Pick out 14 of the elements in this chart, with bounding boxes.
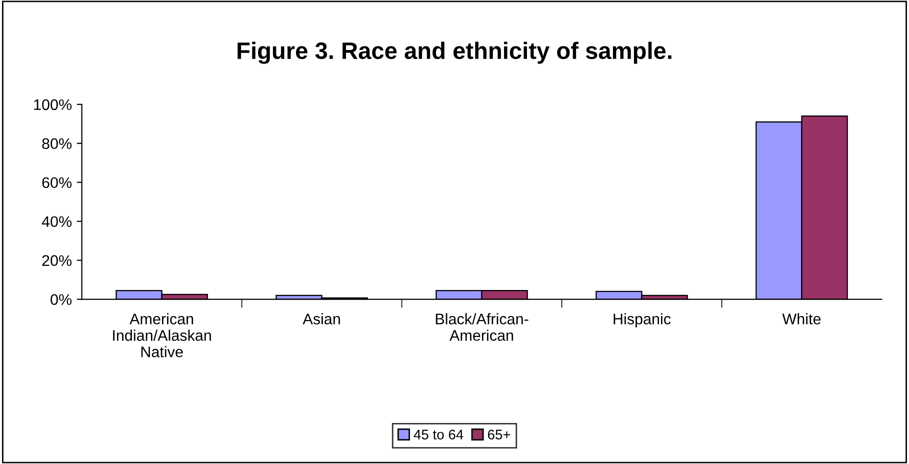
x-tick-label: Hispanic (614, 313, 671, 328)
x-tick-label: Black/African- American (436, 313, 528, 341)
y-tick-label: 80% (42, 138, 72, 150)
y-tick-label: 40% (42, 216, 72, 228)
legend-label: 65+ (488, 430, 510, 440)
y-tick-label: 20% (42, 255, 72, 266)
x-tick-label: White (782, 313, 821, 324)
x-tick-label: American Indian/Alaskan Native (113, 313, 211, 358)
y-tick-label: 0% (50, 294, 72, 305)
x-tick-label: Asian (302, 313, 340, 324)
chart-title: Figure 3. Race and ethnicity of sample. (238, 42, 672, 64)
legend-label: 45 to 64 (414, 430, 464, 440)
y-tick-label: 100% (34, 99, 72, 110)
y-tick-label: 60% (42, 177, 72, 188)
